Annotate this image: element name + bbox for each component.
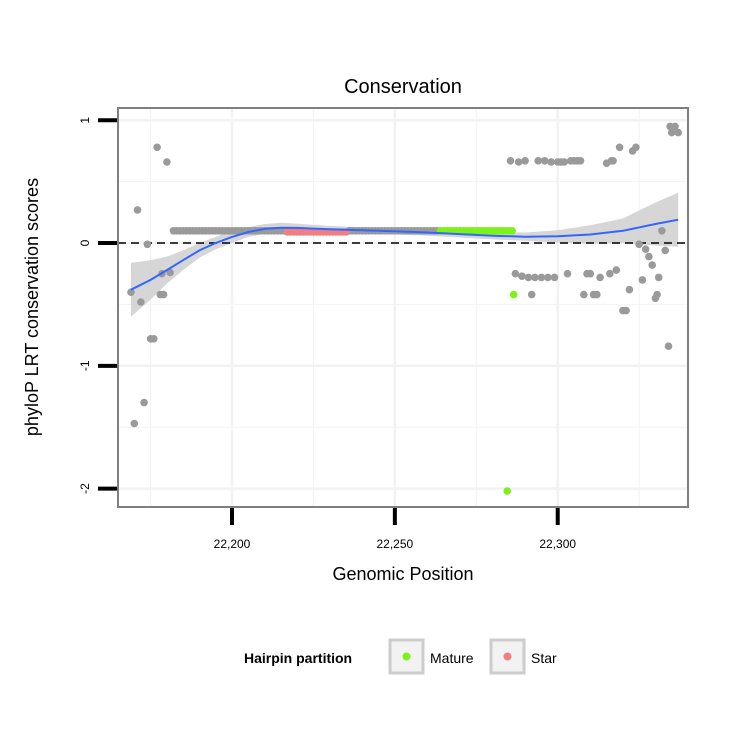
- data-point-other: [518, 272, 526, 281]
- data-point-other: [674, 128, 682, 137]
- data-point-other: [576, 157, 585, 165]
- data-point-other: [622, 306, 630, 315]
- data-point-other: [514, 158, 523, 166]
- data-point-other: [625, 285, 634, 294]
- data-point-other: [661, 246, 669, 255]
- data-point-other: [596, 273, 604, 282]
- data-point-other: [531, 273, 539, 282]
- data-point-other: [667, 128, 676, 137]
- data-point-other: [540, 157, 549, 165]
- legend: Hairpin partition Mature Star: [244, 638, 557, 675]
- data-point-other: [612, 266, 621, 274]
- smooth-line: [130, 218, 679, 291]
- x-tick-label: 22,250: [377, 537, 414, 551]
- legend-label-star: Star: [531, 650, 557, 666]
- data-point-other: [658, 227, 666, 235]
- data-point-other: [606, 269, 614, 278]
- data-point-other: [547, 158, 555, 166]
- data-point-other: [641, 245, 650, 253]
- legend-label-mature: Mature: [430, 650, 474, 666]
- data-point-other: [521, 157, 529, 165]
- data-point-other: [153, 143, 161, 152]
- data-point-other: [654, 273, 663, 282]
- data-point-other: [671, 122, 679, 131]
- data-point-other: [609, 157, 617, 165]
- data-point-other: [544, 273, 552, 282]
- data-point-other: [580, 290, 588, 299]
- data-point-other: [159, 290, 168, 299]
- data-point-other: [506, 157, 515, 165]
- plot-panel: -2 -1 0 1 22,200 22,250 22,300: [78, 107, 689, 551]
- data-point-other: [586, 269, 595, 278]
- data-point-other: [593, 290, 601, 299]
- data-point-other: [560, 158, 568, 166]
- data-point-other: [534, 157, 542, 165]
- data-point-other: [550, 273, 559, 282]
- data-point-other: [163, 158, 171, 166]
- legend-swatch-star: [503, 652, 512, 661]
- y-tick-label: -1: [78, 360, 92, 371]
- x-tick-label: 22,300: [539, 537, 576, 551]
- chart-title: Conservation: [344, 76, 462, 98]
- legend-title: Hairpin partition: [244, 650, 352, 666]
- legend-swatch-mature: [402, 652, 411, 661]
- data-point-mature: [509, 290, 518, 299]
- data-point-other: [127, 288, 135, 297]
- data-point-other: [166, 268, 174, 277]
- data-point-other: [648, 261, 656, 269]
- y-tick-label: 1: [78, 117, 92, 124]
- y-tick-label: -2: [78, 483, 92, 494]
- y-tick-label: 0: [78, 239, 92, 246]
- plot-border: [117, 107, 689, 508]
- data-point-other: [130, 419, 139, 428]
- data-point-other: [511, 269, 520, 278]
- data-point-other: [653, 290, 661, 299]
- data-point-other: [635, 240, 643, 249]
- data-point-other: [527, 290, 536, 299]
- data-point-other: [524, 273, 533, 282]
- data-point-other: [615, 143, 624, 152]
- data-point-other: [137, 298, 145, 306]
- data-point-other: [638, 276, 647, 284]
- series-mature: [436, 227, 518, 495]
- data-point-other: [664, 342, 673, 351]
- data-point-other: [150, 335, 158, 343]
- plot-background: [118, 108, 688, 507]
- data-point-other: [133, 206, 142, 214]
- data-point-other: [143, 240, 152, 249]
- data-point-other: [645, 252, 653, 261]
- data-point-mature: [503, 487, 512, 495]
- x-axis-title: Genomic Position: [332, 564, 473, 584]
- x-tick-label: 22,200: [214, 537, 251, 551]
- data-point-other: [140, 398, 148, 407]
- y-axis-title: phyloP LRT conservation scores: [22, 178, 42, 436]
- data-point-other: [537, 273, 546, 282]
- data-point-other: [563, 269, 572, 278]
- data-point-other: [632, 143, 640, 152]
- data-point-mature: [508, 227, 516, 235]
